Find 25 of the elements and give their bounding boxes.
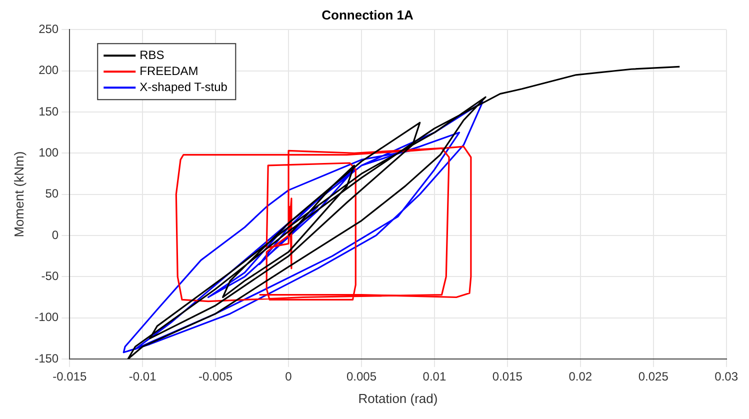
y-tick-label: 100 <box>38 145 59 160</box>
x-tick-label: 0.015 <box>492 370 523 384</box>
x-tick-label: -0.01 <box>128 370 157 384</box>
x-tick-label: 0.02 <box>568 370 592 384</box>
x-tick-label: 0.005 <box>346 370 377 384</box>
legend-label: FREEDAM <box>140 64 198 78</box>
x-tick-label: 0.01 <box>422 370 446 384</box>
x-tick-label: 0 <box>285 370 292 384</box>
x-tick-label: -0.005 <box>198 370 233 384</box>
y-tick-label: 150 <box>38 104 59 118</box>
legend-label: X-shaped T-stub <box>140 80 228 94</box>
x-tick-label: -0.015 <box>52 370 87 384</box>
x-axis-title: Rotation (rad) <box>358 390 438 406</box>
chart-title: Connection 1A <box>322 7 414 22</box>
y-tick-label: 250 <box>38 22 59 36</box>
y-tick-label: 200 <box>38 63 59 78</box>
legend-label: RBS <box>140 48 164 62</box>
x-tick-label: 0.03 <box>714 370 738 384</box>
y-tick-label: -100 <box>34 310 59 324</box>
y-tick-label: 0 <box>52 228 59 242</box>
y-tick-label: -150 <box>34 351 59 366</box>
x-tick-label: 0.025 <box>638 370 669 384</box>
y-tick-label: 50 <box>45 186 59 201</box>
y-tick-label: -50 <box>41 268 59 283</box>
y-axis-title: Moment (kNm) <box>11 151 26 238</box>
